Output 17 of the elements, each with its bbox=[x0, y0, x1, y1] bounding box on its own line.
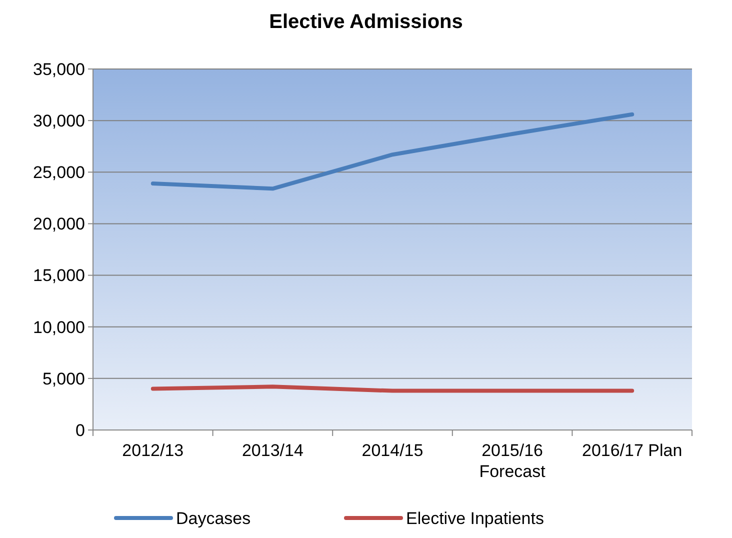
x-tick-label: 2015/16 Forecast bbox=[479, 441, 546, 481]
chart-title: Elective Admissions bbox=[269, 11, 463, 33]
x-tick-label: 2013/14 bbox=[242, 441, 304, 460]
y-tick-label: 5,000 bbox=[42, 369, 85, 388]
y-tick-label: 25,000 bbox=[33, 163, 85, 182]
y-tick-label: 15,000 bbox=[33, 266, 85, 286]
y-tick-label: 30,000 bbox=[33, 112, 85, 131]
legend-label: Elective Inpatients bbox=[406, 509, 544, 528]
x-tick-label: 2016/17 Plan bbox=[582, 441, 682, 460]
legend-label: Daycases bbox=[176, 509, 251, 528]
line-series bbox=[150, 112, 634, 191]
y-tick-label: 0 bbox=[76, 420, 85, 440]
y-tick-label: 20,000 bbox=[33, 214, 85, 234]
x-tick-label: 2012/13 bbox=[122, 441, 184, 460]
y-tick-label: 10,000 bbox=[33, 318, 85, 337]
x-tick-label: 2014/15 bbox=[362, 441, 424, 460]
y-tick-label: 35,000 bbox=[33, 60, 85, 79]
